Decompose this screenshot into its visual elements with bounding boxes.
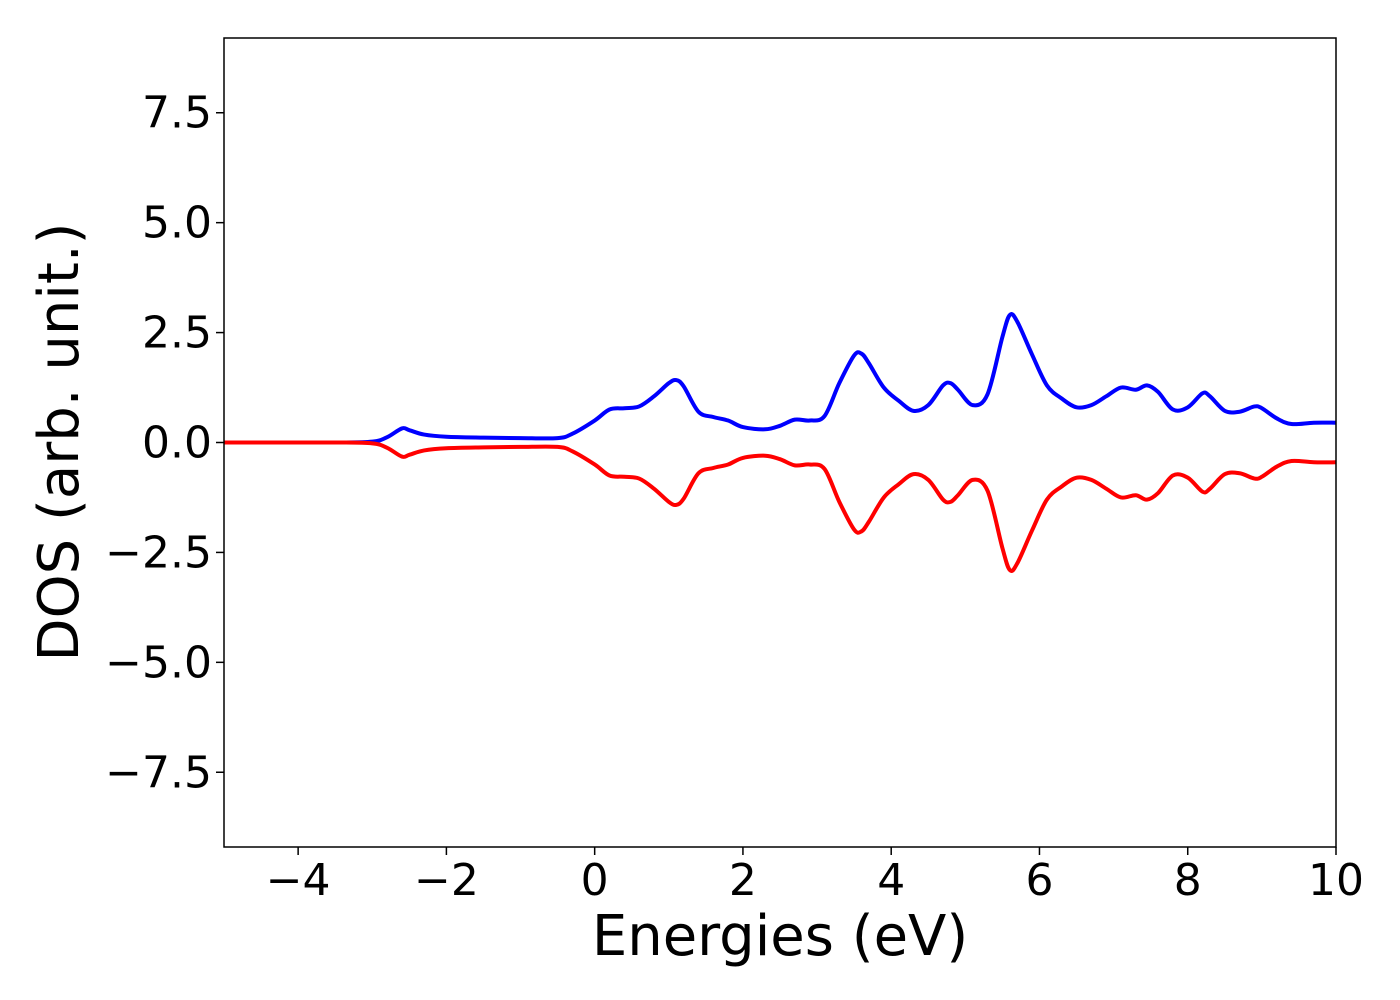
x-tick-label: 8 xyxy=(1174,855,1202,906)
y-tick-label: −7.5 xyxy=(105,747,212,798)
x-tick-label: 0 xyxy=(581,855,609,906)
x-tick-label: 10 xyxy=(1308,855,1364,906)
series-layer xyxy=(224,312,1336,573)
y-tick-label: 7.5 xyxy=(142,88,212,139)
dos-series-line-up xyxy=(224,312,1336,445)
y-tick-label: 2.5 xyxy=(142,308,212,359)
y-tick-label: −5.0 xyxy=(105,637,212,688)
y-axis-label: DOS (arb. unit.) xyxy=(27,222,92,661)
y-tick-label: 0.0 xyxy=(142,418,212,469)
x-axis-ticks: −4 −2 0 2 4 6 8 10 xyxy=(266,847,1364,906)
y-tick-label: 5.0 xyxy=(142,198,212,249)
x-tick-label: −2 xyxy=(414,855,479,906)
x-axis-label: Energies (eV) xyxy=(592,904,968,969)
y-tick-label: −2.5 xyxy=(105,527,212,578)
y-axis-ticks: 7.5 5.0 2.5 0.0 −2.5 −5.0 −7.5 xyxy=(105,88,224,798)
plot-area-frame xyxy=(223,37,1337,848)
x-tick-label: −4 xyxy=(266,855,331,906)
dos-series-line-down xyxy=(224,440,1336,573)
x-tick-label: 4 xyxy=(877,855,905,906)
x-tick-label: 6 xyxy=(1025,855,1053,906)
x-tick-label: 2 xyxy=(729,855,757,906)
